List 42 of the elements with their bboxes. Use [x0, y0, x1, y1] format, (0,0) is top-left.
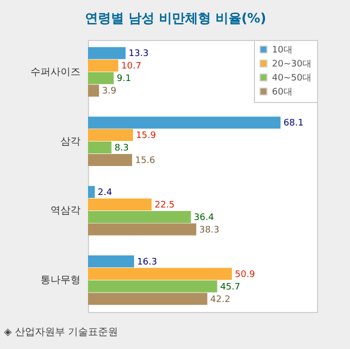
- bar: [88, 292, 208, 305]
- data-label: 8.3: [114, 144, 129, 154]
- y-tick-label: 통나무형: [40, 275, 80, 286]
- data-label: 42.2: [210, 294, 230, 305]
- data-label: 9.1: [116, 74, 132, 84]
- bar: [88, 280, 218, 292]
- legend-label: 60대: [272, 88, 292, 98]
- text: ◈ 산업자원부 기술표준원: [4, 327, 118, 338]
- bar: [88, 268, 232, 280]
- bar: [88, 72, 114, 84]
- bar: [88, 186, 95, 198]
- data-label: 16.3: [137, 257, 158, 268]
- y-tick-label: 역삼각: [50, 206, 80, 217]
- chart-title: 연령별 남성 비만체형 비율(%): [84, 12, 266, 26]
- legend-label: 40~50대: [272, 74, 312, 84]
- data-label: 50.9: [234, 270, 256, 280]
- bar: [88, 47, 126, 60]
- data-label: 22.5: [154, 200, 175, 210]
- data-label: 3.9: [102, 86, 117, 97]
- data-label: 68.1: [284, 118, 304, 129]
- data-label: 38.3: [199, 225, 220, 236]
- bar: [88, 84, 100, 97]
- legend-label: 20~30대: [272, 60, 312, 70]
- bar: [88, 223, 196, 236]
- bar: [88, 198, 152, 210]
- data-label: 2.4: [98, 188, 112, 198]
- bar: [88, 129, 133, 142]
- y-tick-label: 삼각: [60, 136, 80, 148]
- data-label: 45.7: [220, 282, 240, 292]
- bar: [88, 210, 191, 223]
- data-label: 15.9: [136, 131, 156, 142]
- legend-label: 10대: [272, 46, 292, 56]
- data-label: 13.3: [128, 49, 149, 60]
- data-label: 15.6: [135, 156, 156, 166]
- bar: [88, 142, 112, 154]
- bar: [88, 60, 118, 72]
- bar: [88, 255, 134, 268]
- bar: [88, 154, 132, 166]
- data-label: 10.7: [121, 62, 142, 72]
- data-label: 36.4: [194, 212, 214, 223]
- y-tick-label: 수퍼사이즈: [30, 66, 80, 78]
- bar: [88, 116, 281, 129]
